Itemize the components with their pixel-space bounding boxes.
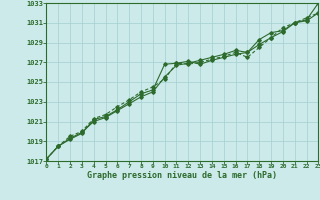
- X-axis label: Graphe pression niveau de la mer (hPa): Graphe pression niveau de la mer (hPa): [87, 171, 277, 180]
